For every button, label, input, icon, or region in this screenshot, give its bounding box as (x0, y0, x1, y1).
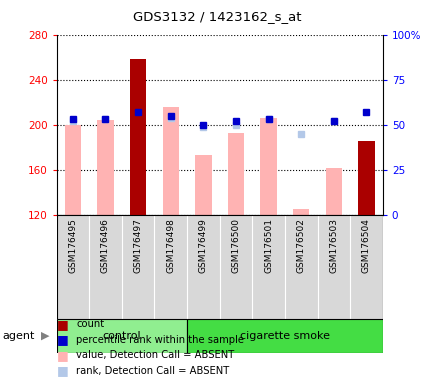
Bar (122, 215, 154, 319)
Text: ■: ■ (56, 333, 68, 346)
Bar (56, 319, 187, 353)
Text: GSM176497: GSM176497 (133, 218, 142, 273)
Bar (154, 215, 187, 319)
Text: GSM176501: GSM176501 (263, 218, 273, 273)
Bar (187, 319, 382, 353)
Text: GDS3132 / 1423162_s_at: GDS3132 / 1423162_s_at (133, 10, 301, 23)
Text: ▶: ▶ (41, 331, 50, 341)
Bar (227, 133, 243, 215)
Bar (65, 125, 81, 215)
Text: cigarette smoke: cigarette smoke (240, 331, 329, 341)
Bar (284, 215, 317, 319)
Text: GSM176496: GSM176496 (101, 218, 110, 273)
Bar (260, 118, 276, 215)
Bar (97, 120, 113, 215)
Text: GSM176502: GSM176502 (296, 218, 305, 273)
Bar (358, 141, 374, 215)
Bar (195, 155, 211, 215)
Text: count: count (76, 319, 104, 329)
Bar (89, 215, 122, 319)
Text: GSM176503: GSM176503 (329, 218, 338, 273)
Bar (162, 107, 178, 215)
Bar (293, 209, 309, 215)
Text: agent: agent (2, 331, 34, 341)
Bar (187, 215, 219, 319)
Text: ■: ■ (56, 364, 68, 377)
Text: ■: ■ (56, 318, 68, 331)
Bar (325, 168, 341, 215)
Bar (56, 215, 89, 319)
Bar (219, 215, 252, 319)
Text: rank, Detection Call = ABSENT: rank, Detection Call = ABSENT (76, 366, 229, 376)
Bar (317, 215, 349, 319)
Text: GSM176504: GSM176504 (361, 218, 370, 273)
Bar (349, 215, 382, 319)
Text: percentile rank within the sample: percentile rank within the sample (76, 335, 243, 345)
Bar (130, 60, 146, 215)
Text: GSM176500: GSM176500 (231, 218, 240, 273)
Text: GSM176495: GSM176495 (68, 218, 77, 273)
Text: ■: ■ (56, 349, 68, 362)
Text: value, Detection Call = ABSENT: value, Detection Call = ABSENT (76, 350, 234, 360)
Text: control: control (102, 331, 141, 341)
Text: GSM176498: GSM176498 (166, 218, 175, 273)
Bar (252, 215, 284, 319)
Text: GSM176499: GSM176499 (198, 218, 207, 273)
